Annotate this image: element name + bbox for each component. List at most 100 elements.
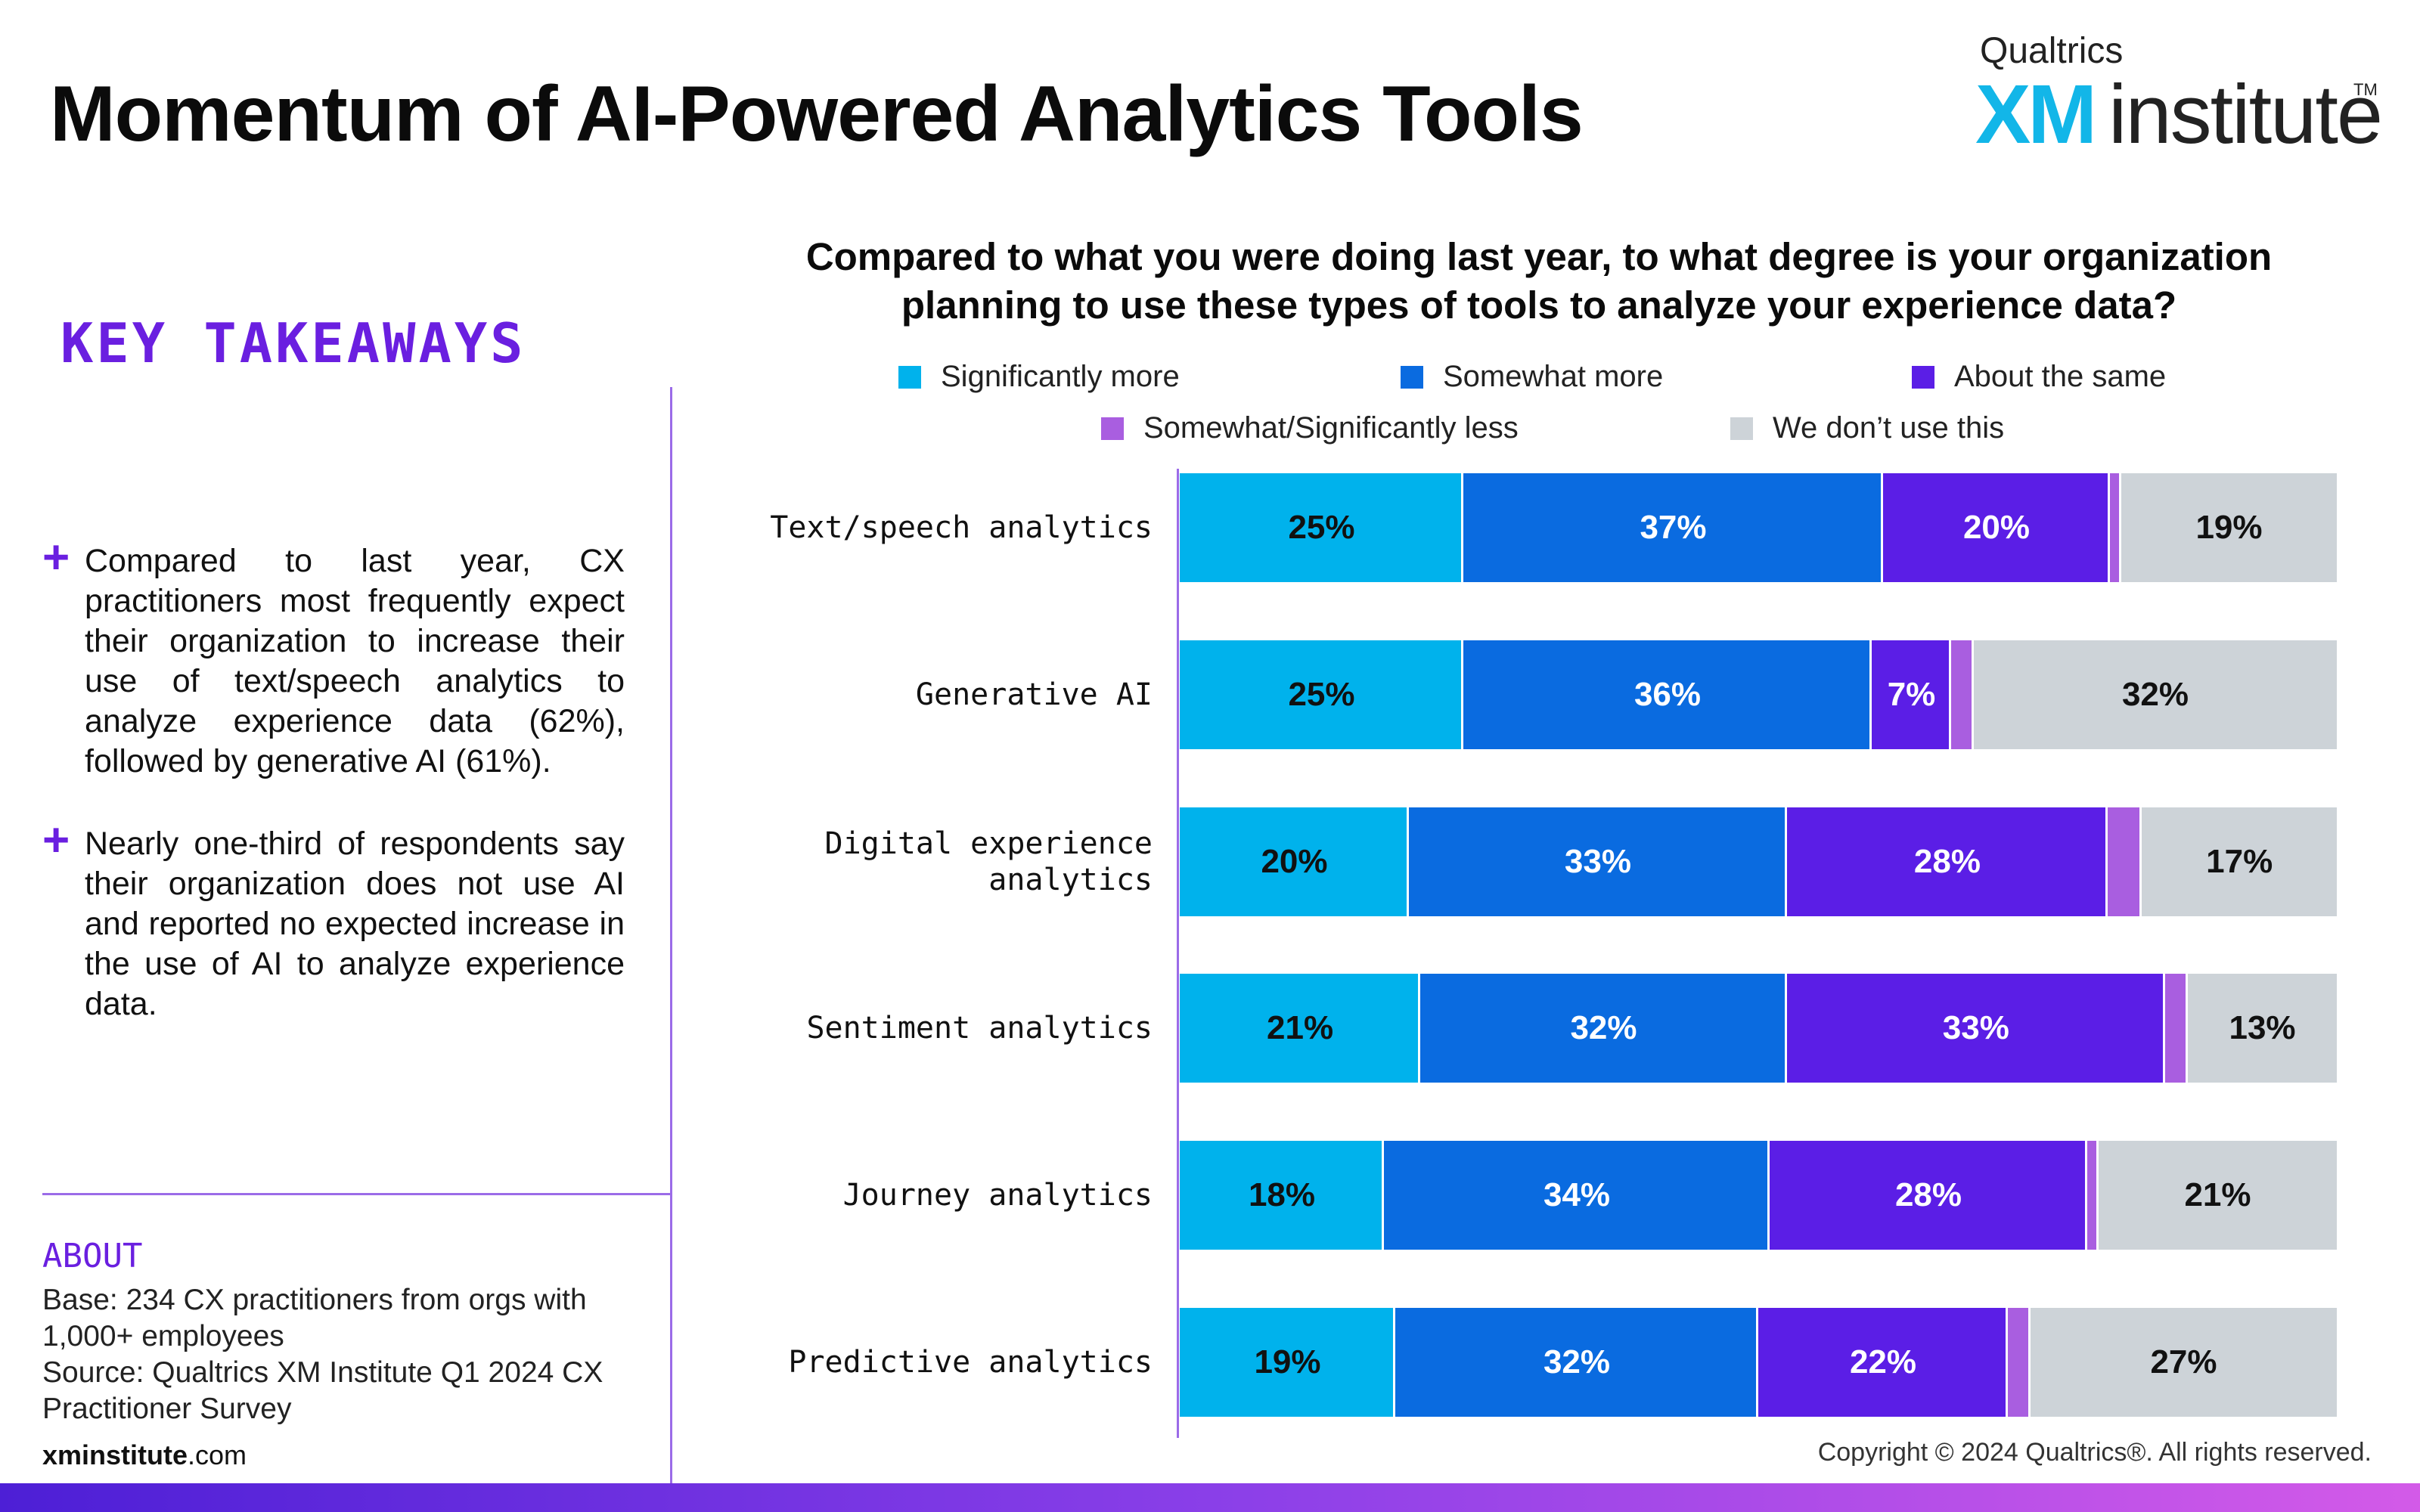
logo-qualtrics-text: Qualtrics [1980, 31, 2124, 71]
bar-row: 25% 37% 20% 19% [1180, 473, 2337, 582]
bar-segment: 21% [1180, 974, 1421, 1083]
about-source-label: Source: [42, 1356, 144, 1389]
bar-segment: 32% [1395, 1308, 1758, 1417]
data-label: 32% [1570, 1009, 1637, 1046]
data-label: 20% [1962, 509, 2031, 546]
bar-segment: 33% [1408, 807, 1787, 916]
legend-swatch [1730, 417, 1753, 440]
category-label: Predictive analytics [788, 1345, 1153, 1380]
bar-segment: 34% [1384, 1141, 1770, 1250]
logo-xm-text: XM [1975, 68, 2097, 161]
chart-title: Compared to what you were doing last yea… [805, 235, 2273, 327]
data-label: 20% [1261, 843, 1328, 880]
bar-segment: 18% [1180, 1141, 1384, 1250]
data-label: 25% [1288, 509, 1355, 546]
data-label: 19% [1254, 1343, 1321, 1380]
category-label: Digital experience analytics [824, 826, 1153, 897]
bar-segment [2008, 1308, 2031, 1417]
data-label: 37% [1640, 509, 1707, 546]
bar-segment [2087, 1141, 2099, 1250]
legend-swatch [1401, 366, 1423, 389]
qualtrics-xm-institute-logo: Qualtrics XM institute TM [1975, 30, 2383, 161]
bar-row: 18% 34% 28% 21% [1180, 1141, 2337, 1250]
about-base: Base: 234 CX practitioners from orgs wit… [42, 1282, 647, 1355]
legend-swatch [1101, 417, 1124, 440]
bar-segment: 36% [1463, 640, 1872, 749]
legend-swatch [898, 366, 921, 389]
about-text: Base: 234 CX practitioners from orgs wit… [42, 1282, 647, 1427]
bar-row: 25% 36% 7% 32% [1180, 640, 2337, 749]
bar-segment: 25% [1180, 640, 1463, 749]
data-label: 27% [2150, 1343, 2217, 1380]
site-link[interactable]: xminstitute.com [42, 1439, 247, 1471]
category-label: Generative AI [915, 677, 1153, 712]
bar-segment: 19% [2121, 473, 2337, 582]
category-label: Journey analytics [842, 1178, 1153, 1213]
data-label: 17% [2206, 843, 2273, 880]
data-label: 21% [2184, 1176, 2251, 1213]
category-label: Text/speech analytics [770, 510, 1153, 545]
takeaway-text: Compared to last year, CX practitioners … [85, 543, 625, 779]
bar-segment: 20% [1180, 807, 1409, 916]
logo-trademark: TM [2353, 80, 2378, 99]
takeaway-text: Nearly one-third of respondents say thei… [85, 826, 625, 1022]
bar-segment: 20% [1883, 473, 2110, 582]
data-label: 34% [1543, 1176, 1611, 1213]
bar-segment: 33% [1786, 974, 2165, 1083]
data-label: 21% [1267, 1009, 1334, 1046]
site-link-suffix: .com [188, 1439, 247, 1470]
bar-segment: 22% [1758, 1308, 2008, 1417]
bar-segment: 28% [1786, 807, 2108, 916]
data-label: 36% [1634, 676, 1702, 713]
bar-segment: 32% [1974, 640, 2337, 749]
about-source-value: Qualtrics XM Institute Q1 2024 CX Practi… [42, 1356, 603, 1425]
key-takeaways-heading: KEY TAKEAWAYS [60, 311, 526, 375]
bar-segment: 13% [2188, 974, 2337, 1083]
bar-segment [2110, 473, 2121, 582]
takeaway-item: + Compared to last year, CX practitioner… [42, 531, 625, 782]
data-label: 18% [1248, 1176, 1316, 1213]
plus-icon: + [42, 531, 70, 584]
bar-segment: 19% [1180, 1308, 1395, 1417]
bar-segment: 28% [1770, 1141, 2087, 1250]
plus-icon: + [42, 814, 70, 866]
data-label: 7% [1887, 676, 1936, 713]
bar-row: 21% 32% 33% 13% [1180, 974, 2337, 1083]
sidebar-divider-horizontal [42, 1193, 672, 1195]
bottom-gradient-bar [0, 1483, 2420, 1512]
bar-segment: 7% [1872, 640, 1951, 749]
bar-segment: 37% [1463, 473, 1883, 582]
takeaway-item: + Nearly one-third of respondents say th… [42, 814, 625, 1024]
data-label: 28% [1894, 1176, 1962, 1213]
sidebar-divider-vertical [670, 387, 672, 1483]
data-label: 33% [1564, 843, 1631, 880]
about-base-value: 234 CX practitioners from orgs with 1,00… [42, 1284, 587, 1352]
category-label: Sentiment analytics [806, 1011, 1153, 1046]
logo-institute-text: institute [2108, 68, 2383, 161]
site-link-bold: xminstitute [42, 1439, 188, 1470]
chart-axis-line [1177, 469, 1179, 1438]
about-heading: ABOUT [42, 1237, 143, 1275]
data-label: 32% [2121, 676, 2189, 713]
bar-segment [2108, 807, 2142, 916]
bar-segment: 17% [2142, 807, 2337, 916]
copyright-text: Copyright © 2024 Qualtrics®. All rights … [1817, 1438, 2372, 1467]
bar-row: 19% 32% 22% 27% [1180, 1308, 2337, 1417]
data-label: 13% [2229, 1009, 2296, 1046]
legend-label: About the same [1954, 360, 2167, 393]
bar-segment: 27% [2031, 1308, 2337, 1417]
data-label: 32% [1543, 1343, 1611, 1380]
bar-segment: 21% [2099, 1141, 2337, 1250]
legend-label: Significantly more [941, 360, 1180, 393]
data-label: 19% [2195, 509, 2263, 546]
about-base-label: Base: [42, 1284, 118, 1316]
data-label: 33% [1942, 1009, 2009, 1046]
legend-label: We don’t use this [1773, 411, 2005, 445]
legend-label: Somewhat/Significantly less [1143, 411, 1519, 445]
bar-segment: 32% [1420, 974, 1787, 1083]
legend-swatch [1912, 366, 1934, 389]
data-label: 22% [1849, 1343, 1917, 1380]
bar-segment [1951, 640, 1974, 749]
page-title: Momentum of AI-Powered Analytics Tools [50, 70, 1584, 158]
legend-label: Somewhat more [1443, 360, 1664, 393]
